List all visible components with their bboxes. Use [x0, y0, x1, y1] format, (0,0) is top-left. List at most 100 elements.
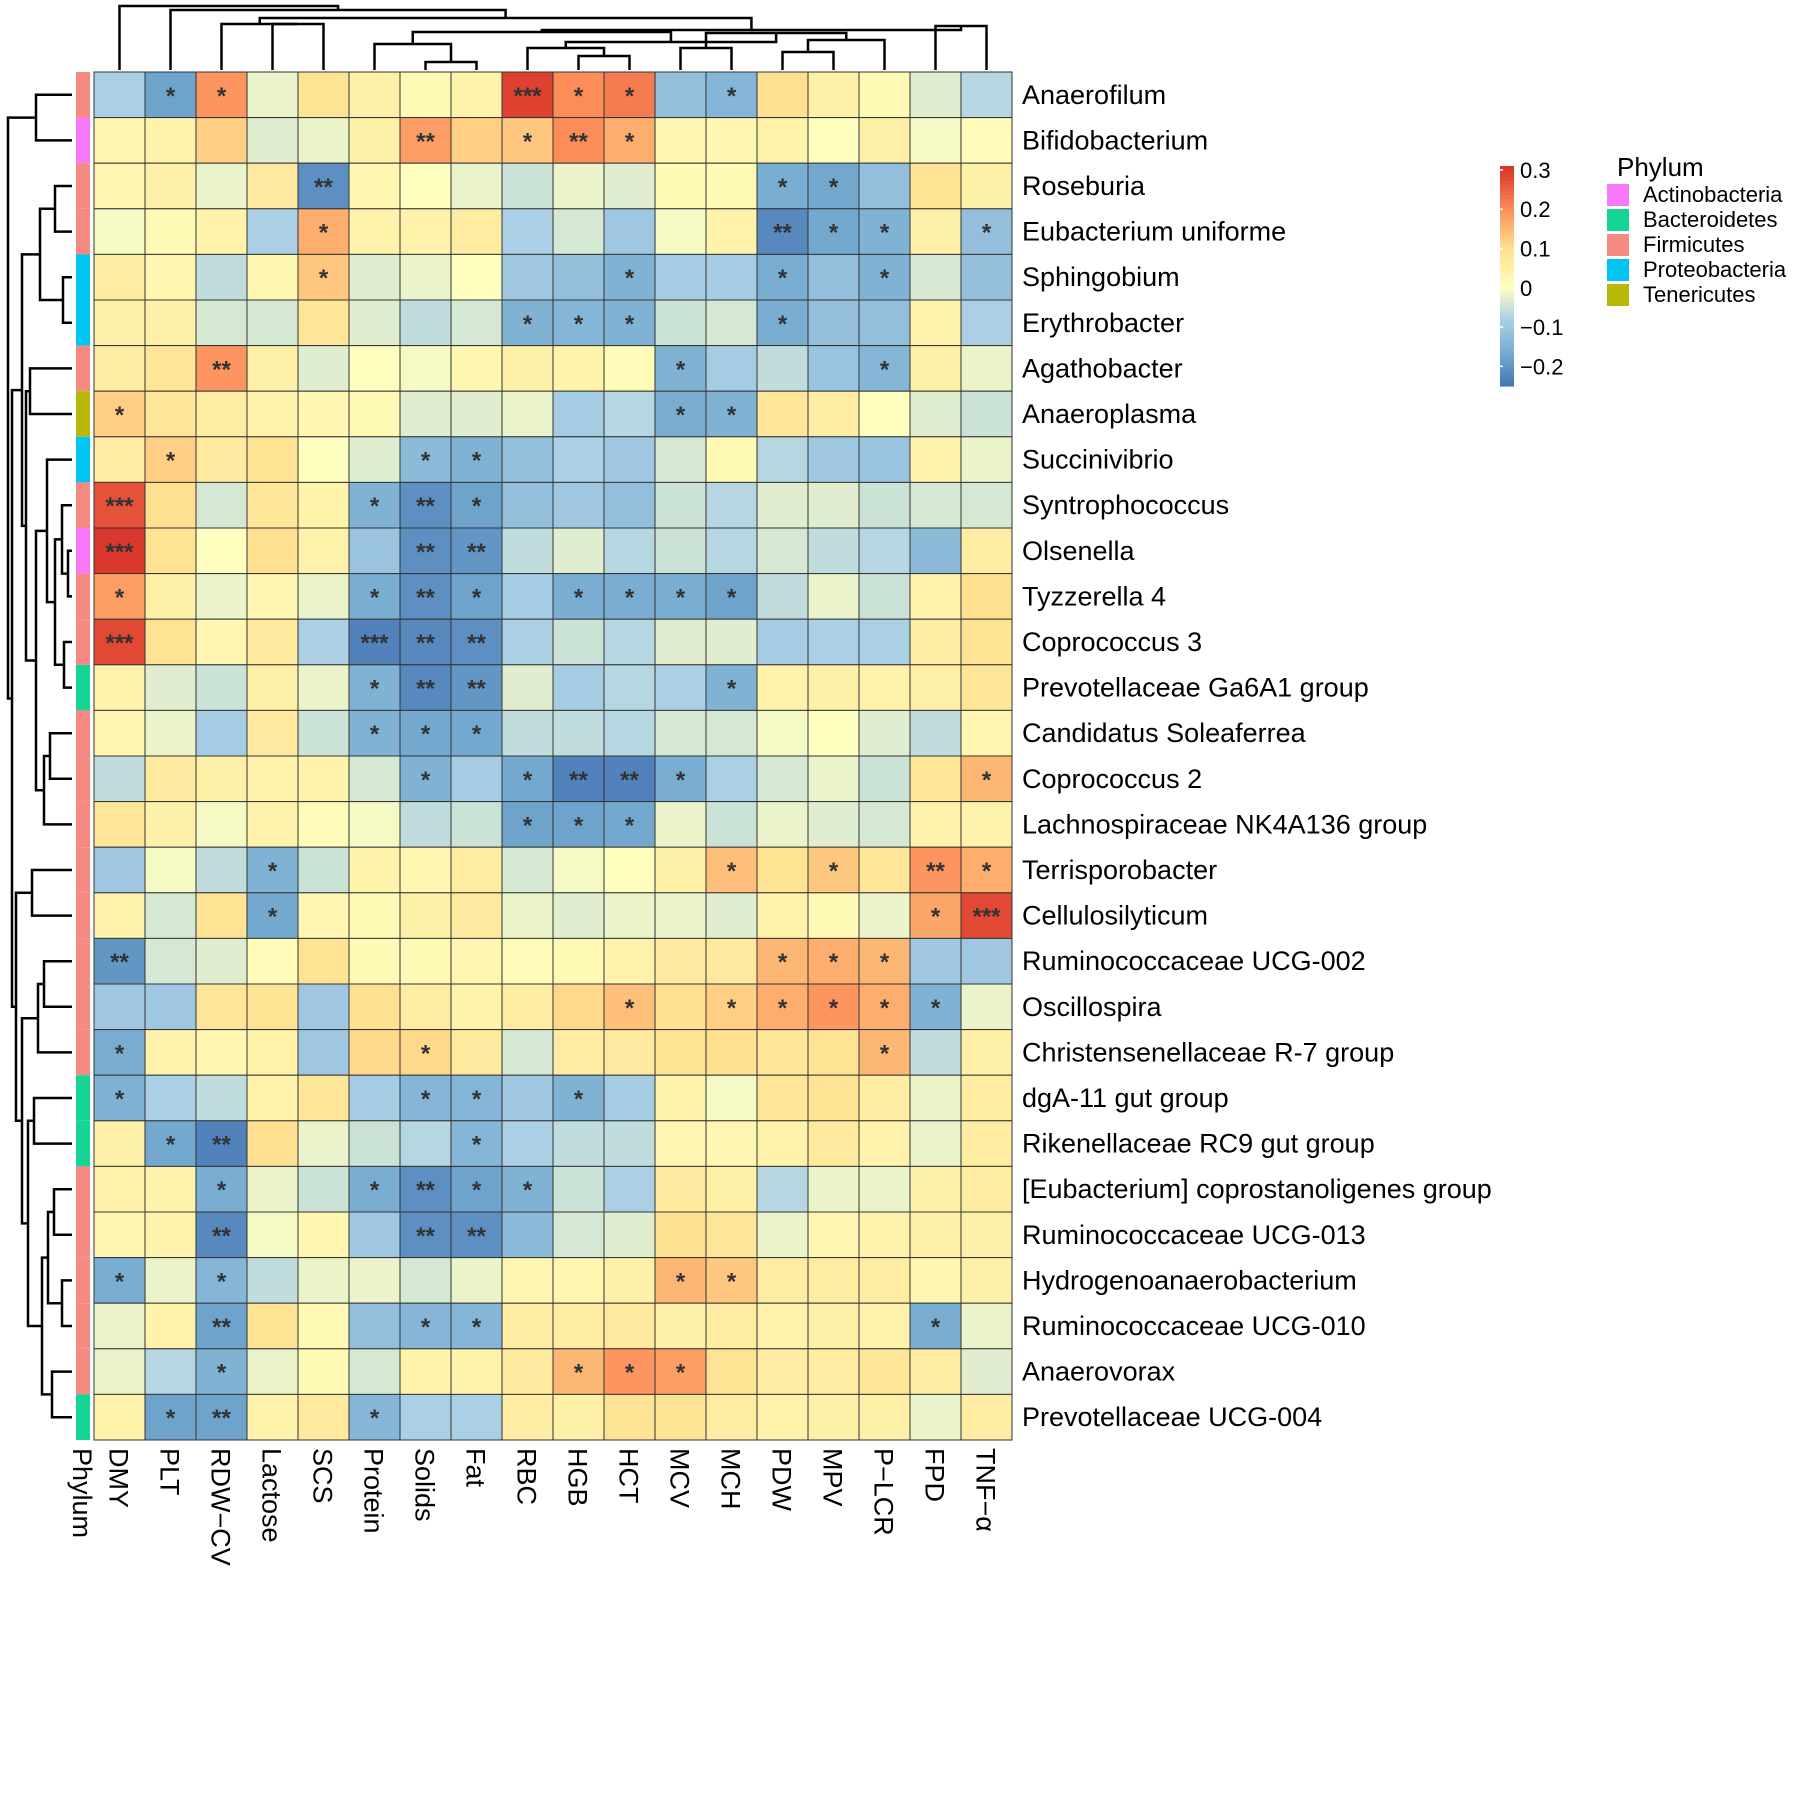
column-labels: DMY PLT RDW−CV Lactose SCS Protein Solids Fat RB…	[104, 1448, 1001, 1566]
heatmap-cell	[756, 1029, 809, 1076]
heatmap-cell	[93, 618, 146, 666]
column-dendrogram-branch	[258, 16, 753, 30]
heatmap-cell	[552, 481, 605, 529]
color-scale-tick-label: 0.3	[1520, 158, 1551, 183]
heatmap-cell	[552, 208, 605, 255]
heatmap-cell	[195, 709, 248, 757]
heatmap-cell	[603, 436, 656, 483]
phylum-strip-cell	[76, 710, 90, 756]
heatmap-cell	[654, 117, 707, 164]
row-label: Hydrogenoanaerobacterium	[1022, 1265, 1357, 1295]
heatmap-cell	[552, 755, 605, 803]
significance-star: *	[829, 174, 839, 201]
heatmap-cell	[93, 299, 146, 347]
row-dendrogram-branch	[34, 93, 72, 142]
heatmap-cell	[654, 527, 707, 575]
heatmap-cell	[909, 1302, 962, 1350]
heatmap-cell	[552, 436, 605, 483]
heatmap-cell	[756, 801, 809, 848]
significance-star: *	[829, 995, 839, 1022]
heatmap-cell	[93, 892, 146, 939]
heatmap-cell	[909, 1211, 962, 1259]
heatmap-cell	[960, 390, 1013, 438]
heatmap-cell	[705, 117, 758, 164]
heatmap-cell	[858, 1302, 911, 1350]
color-scale-tick-label: −0.1	[1520, 315, 1563, 340]
heatmap-cell	[909, 618, 962, 666]
heatmap-cell	[297, 755, 350, 803]
heatmap-cell	[909, 1029, 962, 1076]
heatmap-cell	[399, 345, 452, 392]
phylum-strip-cell	[76, 254, 90, 300]
color-scale-segment	[1500, 327, 1514, 332]
heatmap-cell	[93, 390, 146, 438]
heatmap-cell	[552, 983, 605, 1031]
heatmap-cell	[348, 755, 401, 803]
significance-star: *	[982, 767, 992, 794]
row-dendrogram-branch	[42, 959, 72, 1009]
row-label: Olsenella	[1022, 536, 1136, 566]
heatmap-cell	[144, 117, 197, 164]
heatmap-cell	[399, 71, 452, 119]
heatmap-cell	[858, 1211, 911, 1259]
heatmap-cell	[144, 390, 197, 438]
heatmap-cell	[960, 846, 1013, 894]
row-label: Cellulosilyticum	[1022, 901, 1208, 931]
heatmap-cell	[246, 117, 299, 164]
heatmap-cell	[705, 1211, 758, 1259]
heatmap-cell	[858, 664, 911, 711]
heatmap-cell	[807, 709, 860, 757]
heatmap-cell	[858, 709, 911, 757]
heatmap-cell	[450, 1029, 503, 1076]
heatmap-cell	[552, 1074, 605, 1122]
heatmap-cell	[807, 1120, 860, 1167]
phylum-legend-label: Actinobacteria	[1643, 182, 1783, 207]
significance-star: *	[676, 356, 686, 383]
row-dendrogram-branch	[32, 1096, 72, 1145]
significance-star: *	[625, 83, 635, 110]
row-label: Tyzzerella 4	[1022, 581, 1166, 611]
significance-star: *	[625, 1360, 635, 1387]
phylum-strip-cell	[76, 756, 90, 802]
color-scale-segment	[1500, 279, 1514, 284]
heatmap-cell	[399, 253, 452, 301]
heatmap-cell	[552, 345, 605, 392]
column-label: Protein	[359, 1448, 389, 1534]
phylum-strip-cell	[76, 528, 90, 574]
heatmap-cell	[501, 1302, 554, 1350]
heatmap-cell	[960, 162, 1013, 210]
heatmap-cell	[501, 345, 554, 392]
significance-star: *	[217, 1360, 227, 1387]
color-scale-tick-label: 0.1	[1520, 237, 1551, 262]
column-dendrogram-branch	[220, 22, 298, 70]
row-label: Christensenellaceae R-7 group	[1022, 1037, 1394, 1067]
row-dendrogram-branch	[50, 1370, 72, 1419]
column-dendrogram-branch	[526, 46, 606, 70]
phylum-strip-cell	[76, 664, 90, 711]
heatmap-cell	[399, 208, 452, 255]
color-scale-segment	[1500, 191, 1514, 196]
color-scale-legend: 0.3 0.2 0.1 0 −0.1 −0.2	[1500, 158, 1563, 387]
column-label: MCV	[665, 1448, 695, 1508]
heatmap-cell	[246, 390, 299, 438]
color-scale-segment	[1500, 257, 1514, 262]
heatmap-cell	[705, 390, 758, 438]
heatmap-cell	[603, 1074, 656, 1122]
heatmap-cell	[246, 1029, 299, 1076]
significance-star: *	[574, 311, 584, 338]
column-label: Solids	[410, 1448, 440, 1522]
heatmap-cell	[93, 1120, 146, 1167]
heatmap-cell	[960, 253, 1013, 301]
heatmap-cell	[348, 846, 401, 894]
significance-star: **	[569, 128, 588, 155]
heatmap-cell	[399, 1348, 452, 1395]
heatmap-cell	[705, 1393, 758, 1441]
heatmap-cell	[960, 1120, 1013, 1167]
heatmap-cell	[144, 1302, 197, 1350]
heatmap-cell	[858, 117, 911, 164]
heatmap-cell	[960, 664, 1013, 711]
heatmap-cell	[501, 755, 554, 803]
color-scale-segment	[1500, 180, 1514, 185]
heatmap-cell	[93, 1348, 146, 1395]
heatmap-cell	[552, 709, 605, 757]
